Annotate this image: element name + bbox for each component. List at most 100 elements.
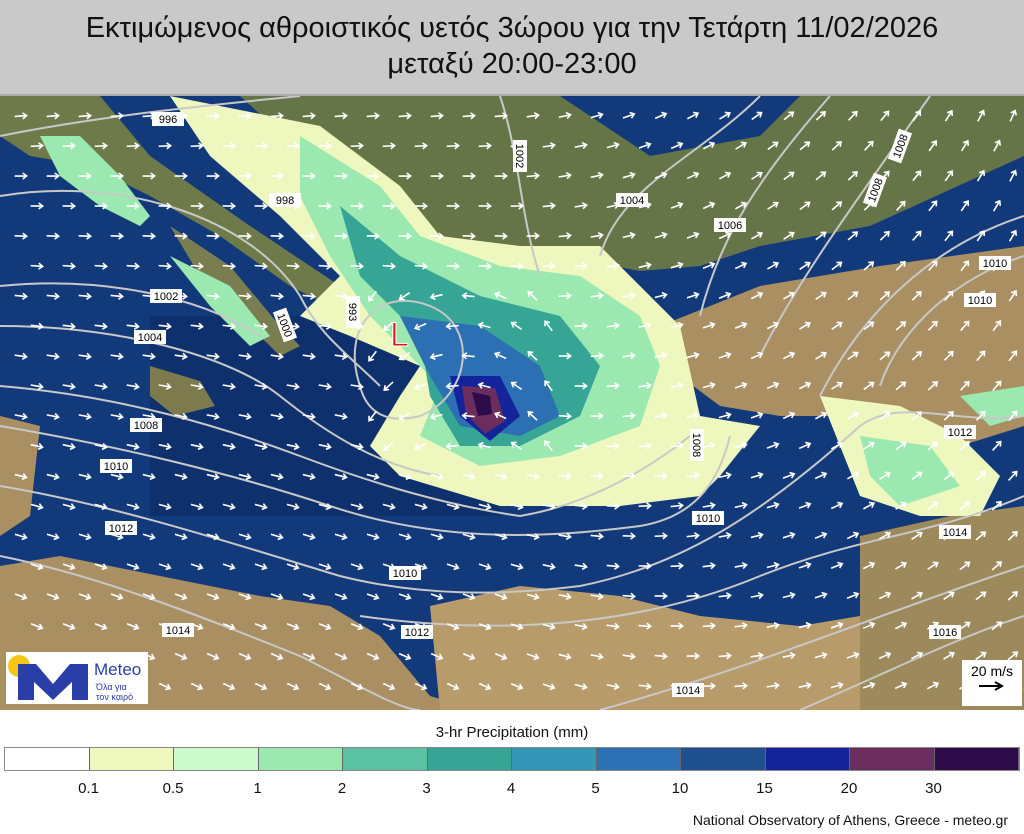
wind-arrow xyxy=(991,440,1002,451)
meteo-logo[interactable]: Meteo Όλα για τον καιρό xyxy=(6,652,148,704)
wind-arrow xyxy=(334,652,348,661)
wind-arrow xyxy=(574,502,588,510)
wind-arrow xyxy=(398,352,411,361)
wind-arrow xyxy=(831,381,843,390)
wind-arrow xyxy=(622,231,636,239)
wind-arrow xyxy=(110,112,124,120)
wind-arrow xyxy=(798,621,812,629)
wind-arrow xyxy=(927,561,939,570)
wind-arrow xyxy=(670,442,684,450)
wind-arrow xyxy=(977,109,986,122)
wind-arrow xyxy=(750,471,764,479)
wind-arrow xyxy=(912,110,922,122)
wind-arrow xyxy=(830,501,844,510)
isobar-label: 1004 xyxy=(134,330,166,344)
wind-arrow xyxy=(622,291,636,300)
wind-arrow xyxy=(126,142,140,150)
wind-arrow xyxy=(206,112,220,120)
wind-arrow xyxy=(30,563,44,571)
wind-arrow xyxy=(350,142,364,150)
wind-arrow xyxy=(494,172,508,180)
wind-arrow xyxy=(78,112,92,120)
wind-arrow xyxy=(222,442,236,451)
wind-arrow xyxy=(894,621,908,630)
wind-arrow xyxy=(382,262,396,270)
isobar-label: 996 xyxy=(152,112,184,126)
wind-arrow xyxy=(766,441,780,449)
color-legend xyxy=(4,747,1020,771)
wind-arrow xyxy=(206,352,220,360)
wind-arrow xyxy=(110,292,124,300)
wind-arrow xyxy=(110,593,124,601)
wind-arrow xyxy=(270,292,284,300)
wind-arrow xyxy=(879,351,891,361)
wind-arrow xyxy=(174,232,188,240)
wind-arrow xyxy=(158,142,172,150)
wind-arrow xyxy=(895,561,908,570)
wind-arrow xyxy=(798,561,812,569)
wind-arrow xyxy=(815,171,827,181)
wind-arrow xyxy=(976,350,986,362)
wind-arrow xyxy=(30,202,44,210)
legend-title: 3-hr Precipitation (mm) xyxy=(435,724,589,741)
wind-arrow xyxy=(334,473,348,481)
wind-arrow xyxy=(30,142,44,150)
wind-arrow xyxy=(574,382,588,390)
wind-arrow xyxy=(254,382,268,390)
wind-arrow xyxy=(911,290,922,301)
wind-arrow xyxy=(782,651,796,660)
wind-arrow xyxy=(446,262,460,270)
wind-arrow xyxy=(350,202,364,210)
wind-arrow xyxy=(286,442,300,451)
wind-arrow xyxy=(944,230,954,242)
wind-arrow xyxy=(750,411,764,419)
wind-arrow xyxy=(574,322,588,330)
wind-arrow xyxy=(350,503,364,511)
wind-arrow xyxy=(462,473,476,481)
wind-arrow xyxy=(542,262,556,270)
wind-arrow xyxy=(814,651,828,659)
wind-arrow xyxy=(782,411,796,420)
wind-arrow xyxy=(462,112,476,120)
wind-arrow xyxy=(206,533,220,541)
wind-arrow xyxy=(814,591,828,599)
wind-arrow xyxy=(1007,651,1019,661)
wind-arrow xyxy=(46,473,60,481)
wind-arrow xyxy=(862,621,876,630)
wind-arrow xyxy=(814,531,828,539)
wind-arrow xyxy=(590,231,604,240)
wind-arrow xyxy=(398,292,411,301)
wind-arrow xyxy=(590,652,604,661)
wind-arrow xyxy=(366,652,380,661)
wind-arrow xyxy=(734,561,748,570)
wind-arrow xyxy=(734,321,748,330)
wind-arrow xyxy=(606,141,620,149)
wind-arrow xyxy=(302,473,316,481)
wind-arrow xyxy=(398,473,412,481)
wind-arrow xyxy=(510,262,524,270)
wind-arrow xyxy=(477,441,491,449)
wind-arrow xyxy=(158,682,172,691)
legend-tick: 15 xyxy=(756,780,773,797)
wind-arrow xyxy=(238,652,252,661)
wind-arrow xyxy=(206,412,220,421)
wind-arrow xyxy=(494,593,508,601)
wind-arrow xyxy=(766,621,780,630)
wind-arrow xyxy=(558,412,572,420)
isobar-label: 998 xyxy=(269,193,301,207)
wind-arrow xyxy=(558,653,572,661)
wind-arrow xyxy=(590,171,604,180)
svg-text:1016: 1016 xyxy=(933,627,957,639)
wind-arrow xyxy=(928,260,938,272)
logo-tagline: Όλα για τον καιρό xyxy=(96,682,133,702)
isobar-labels: 996 998 1002 1004 1006 1008 1008 1010 1010 1002 10… xyxy=(100,112,1011,697)
wind-arrow xyxy=(622,472,636,480)
wind-arrow xyxy=(606,442,620,450)
legend-swatch xyxy=(427,748,512,770)
wind-arrow xyxy=(831,261,843,271)
legend-swatch xyxy=(258,748,343,770)
wind-arrow xyxy=(574,683,588,691)
wind-arrow xyxy=(126,322,140,330)
wind-arrow xyxy=(14,232,28,240)
wind-arrow xyxy=(702,622,716,630)
